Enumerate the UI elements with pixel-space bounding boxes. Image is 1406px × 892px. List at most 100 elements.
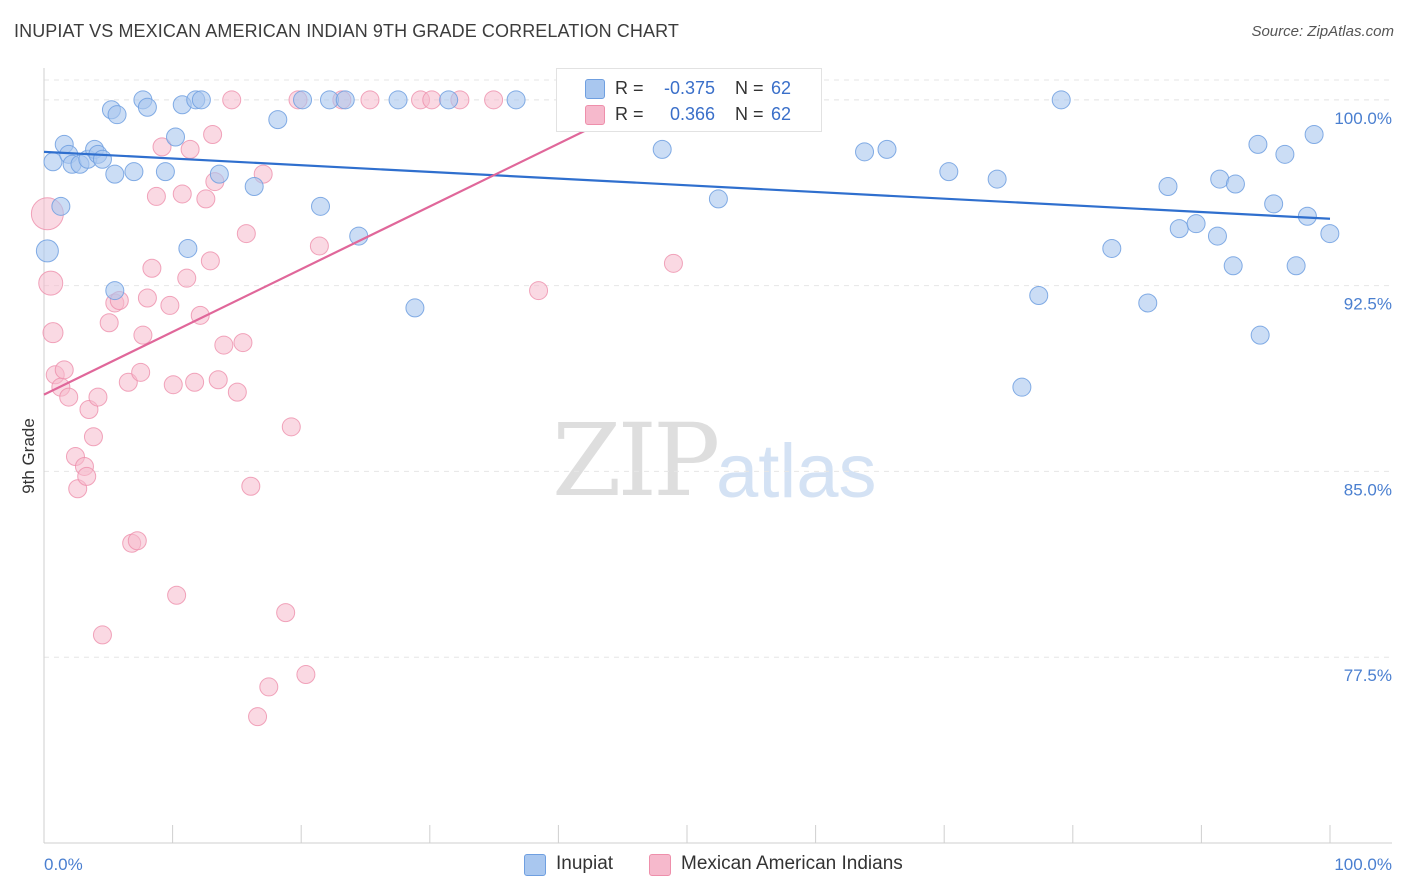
data-point-mexican bbox=[276, 603, 296, 623]
data-point-inupiat bbox=[209, 164, 229, 184]
data-point-mexican bbox=[118, 372, 138, 392]
data-point-mexican bbox=[214, 335, 234, 355]
data-point-inupiat bbox=[107, 105, 127, 125]
legend-r-value: 0.366 bbox=[669, 104, 715, 124]
data-point-mexican bbox=[177, 268, 197, 288]
data-point-inupiat bbox=[155, 162, 175, 182]
legend-swatch-inupiat bbox=[585, 79, 605, 99]
data-point-mexican bbox=[281, 417, 301, 437]
data-point-inupiat bbox=[405, 298, 425, 318]
data-point-inupiat bbox=[855, 142, 875, 162]
data-point-inupiat bbox=[178, 238, 198, 258]
data-point-inupiat bbox=[1264, 194, 1284, 214]
data-point-mexican bbox=[185, 372, 205, 392]
data-point-inupiat bbox=[1304, 125, 1324, 144]
axes bbox=[43, 68, 1392, 844]
data-point-mexican bbox=[222, 90, 242, 110]
data-point-mexican bbox=[59, 387, 79, 407]
data-point-inupiat bbox=[1158, 177, 1178, 197]
data-point-mexican bbox=[83, 427, 103, 447]
trend-lines bbox=[43, 98, 1331, 396]
legend-row-mexican: R = 0.366 N = 62 bbox=[557, 101, 821, 127]
data-point-mexican bbox=[360, 90, 380, 110]
data-point-mexican bbox=[296, 665, 316, 685]
data-point-inupiat bbox=[105, 281, 125, 301]
data-point-inupiat bbox=[191, 90, 211, 110]
data-point-inupiat bbox=[311, 196, 331, 216]
data-point-inupiat bbox=[51, 196, 71, 216]
source-label: Source: ZipAtlas.com bbox=[1251, 23, 1394, 40]
data-point-mexican bbox=[42, 322, 64, 344]
data-point-inupiat bbox=[987, 169, 1007, 189]
data-point-inupiat bbox=[293, 90, 313, 110]
data-point-inupiat bbox=[652, 139, 672, 159]
data-point-mexican bbox=[227, 382, 247, 402]
data-point-mexican bbox=[99, 313, 119, 333]
data-point-inupiat bbox=[1012, 377, 1032, 397]
data-point-mexican bbox=[131, 362, 151, 382]
y-tick-label: 100.0% bbox=[1334, 109, 1392, 128]
data-point-inupiat bbox=[388, 90, 408, 110]
data-point-mexican bbox=[142, 258, 162, 278]
data-point-mexican bbox=[241, 476, 261, 496]
legend-n-label: N = bbox=[735, 104, 764, 124]
data-point-inupiat bbox=[1210, 169, 1230, 189]
data-point-inupiat bbox=[1250, 325, 1270, 345]
gridlines bbox=[44, 79, 1392, 658]
data-point-inupiat bbox=[708, 189, 728, 209]
data-point-inupiat bbox=[1051, 90, 1071, 110]
data-point-mexican bbox=[422, 90, 442, 110]
data-point-inupiat bbox=[506, 90, 526, 110]
data-point-inupiat bbox=[1286, 256, 1306, 276]
bottom-legend-swatch-inupiat bbox=[524, 854, 546, 876]
data-point-mexican bbox=[196, 189, 216, 209]
data-point-inupiat bbox=[35, 239, 59, 263]
data-point-mexican bbox=[233, 333, 253, 353]
legend-n-value: 62 bbox=[771, 78, 792, 98]
data-point-inupiat bbox=[877, 139, 897, 159]
data-point-mexican bbox=[309, 236, 329, 256]
legend-n-label: N = bbox=[735, 78, 764, 98]
data-point-inupiat bbox=[335, 90, 355, 110]
data-point-inupiat bbox=[137, 97, 157, 117]
data-point-mexican bbox=[38, 270, 64, 296]
data-point-inupiat bbox=[43, 152, 63, 172]
data-point-inupiat bbox=[105, 164, 125, 184]
chart-title: INUPIAT VS MEXICAN AMERICAN INDIAN 9TH G… bbox=[14, 21, 679, 41]
data-point-inupiat bbox=[1207, 226, 1227, 246]
data-point-inupiat bbox=[1138, 293, 1158, 313]
data-point-inupiat bbox=[349, 226, 369, 246]
trend-line-mexican bbox=[43, 98, 649, 396]
data-point-inupiat bbox=[92, 149, 112, 169]
data-point-inupiat bbox=[1225, 174, 1245, 194]
data-point-mexican bbox=[88, 387, 108, 407]
data-point-mexican bbox=[54, 360, 74, 380]
bottom-legend-mexican: Mexican American Indians bbox=[681, 853, 903, 874]
data-point-mexican bbox=[259, 677, 279, 697]
data-point-inupiat bbox=[1223, 256, 1243, 276]
data-point-mexican bbox=[248, 707, 268, 727]
series-inupiat bbox=[35, 90, 1340, 397]
data-point-mexican bbox=[529, 281, 549, 301]
data-point-mexican bbox=[663, 253, 683, 273]
data-point-inupiat bbox=[939, 162, 959, 182]
y-tick-label: 77.5% bbox=[1344, 666, 1392, 685]
data-point-inupiat bbox=[244, 177, 264, 197]
data-point-mexican bbox=[160, 295, 180, 315]
data-point-inupiat bbox=[1320, 224, 1340, 244]
data-point-mexican bbox=[167, 585, 187, 605]
data-point-inupiat bbox=[1248, 134, 1268, 154]
data-point-mexican bbox=[77, 466, 97, 486]
data-point-inupiat bbox=[268, 110, 288, 130]
data-point-mexican bbox=[236, 224, 256, 244]
x-tick-label: 100.0% bbox=[1334, 855, 1392, 874]
bottom-legend-inupiat: Inupiat bbox=[556, 853, 614, 874]
legend-n-value: 62 bbox=[771, 104, 792, 124]
data-point-mexican bbox=[152, 137, 172, 157]
data-point-mexican bbox=[92, 625, 112, 645]
watermark-zip: ZIP bbox=[552, 402, 720, 519]
data-point-inupiat bbox=[1275, 144, 1295, 164]
data-point-mexican bbox=[163, 375, 183, 395]
legend-r-value: -0.375 bbox=[663, 78, 715, 98]
data-point-mexican bbox=[133, 325, 153, 345]
